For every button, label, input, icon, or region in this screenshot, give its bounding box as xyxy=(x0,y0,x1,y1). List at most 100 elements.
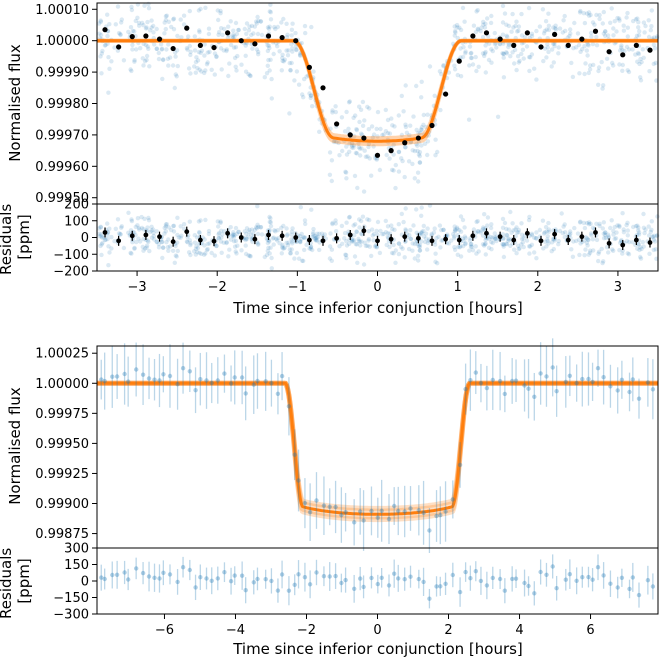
raw-flux-point xyxy=(519,11,524,17)
raw-flux-point xyxy=(641,55,646,60)
raw-flux-point xyxy=(255,31,261,37)
residual-point xyxy=(222,570,227,575)
raw-flux-point xyxy=(581,11,586,16)
raw-flux-point xyxy=(242,26,247,32)
flux-point xyxy=(263,379,268,384)
raw-residual-point xyxy=(314,235,319,240)
raw-residual-point xyxy=(142,216,147,221)
raw-residual-point xyxy=(470,248,476,253)
raw-residual-point xyxy=(636,232,642,237)
raw-residual-point xyxy=(167,244,173,249)
raw-flux-point xyxy=(412,148,418,154)
raw-flux-point xyxy=(346,126,351,131)
residual-point xyxy=(122,570,127,575)
raw-flux-point xyxy=(478,28,483,34)
raw-residual-point xyxy=(154,239,160,244)
raw-flux-point xyxy=(551,60,556,65)
raw-flux-point xyxy=(174,48,180,53)
raw-flux-point xyxy=(528,55,533,60)
raw-residual-point xyxy=(347,214,352,220)
raw-flux-point xyxy=(586,10,592,15)
raw-flux-point xyxy=(336,140,341,146)
residual-point xyxy=(251,580,256,585)
raw-flux-point xyxy=(139,20,145,26)
raw-residual-point xyxy=(359,232,365,237)
binned-residual-point xyxy=(347,232,353,238)
raw-flux-point xyxy=(537,24,543,29)
binned-residual-point xyxy=(633,237,639,243)
flux-point xyxy=(608,384,613,389)
raw-residual-point xyxy=(557,228,563,234)
raw-residual-point xyxy=(109,246,114,251)
raw-residual-point xyxy=(164,222,169,227)
raw-flux-point xyxy=(569,60,574,66)
residual-point xyxy=(497,576,503,582)
binned-residual-point xyxy=(620,242,626,248)
flux-point xyxy=(392,503,397,509)
raw-residual-point xyxy=(515,230,520,235)
flux-point xyxy=(438,513,443,518)
raw-flux-point xyxy=(546,23,552,28)
raw-flux-point xyxy=(231,45,237,50)
raw-flux-point xyxy=(112,45,117,50)
raw-flux-point xyxy=(100,48,105,54)
raw-flux-point xyxy=(218,8,223,14)
raw-residual-point xyxy=(171,223,177,228)
raw-flux-point xyxy=(234,31,240,37)
raw-residual-point xyxy=(203,251,208,256)
raw-flux-point xyxy=(601,83,606,88)
raw-residual-point xyxy=(501,244,506,249)
raw-residual-point xyxy=(620,248,625,253)
raw-residual-point xyxy=(545,237,550,242)
raw-residual-point xyxy=(546,229,552,234)
raw-residual-point xyxy=(463,236,468,241)
raw-flux-point xyxy=(159,47,164,52)
raw-flux-point xyxy=(287,111,292,116)
flux-point xyxy=(314,498,319,503)
raw-residual-point xyxy=(301,235,306,240)
raw-residual-point xyxy=(149,228,154,233)
raw-residual-point xyxy=(425,247,430,252)
raw-flux-point xyxy=(489,47,494,52)
raw-residual-point xyxy=(584,220,590,226)
binned-residual-point xyxy=(225,230,231,236)
binned-flux-point xyxy=(415,135,421,141)
raw-flux-point xyxy=(216,30,222,35)
raw-residual-point xyxy=(366,236,372,242)
flux-point xyxy=(550,365,555,370)
raw-residual-point xyxy=(458,214,464,219)
raw-residual-point xyxy=(452,247,458,252)
raw-residual-point xyxy=(633,223,639,229)
raw-residual-point xyxy=(432,226,437,231)
raw-residual-point xyxy=(617,223,622,228)
raw-flux-point xyxy=(519,51,524,57)
raw-residual-point xyxy=(385,231,391,236)
raw-residual-point xyxy=(147,248,152,254)
flux-point xyxy=(146,376,152,381)
raw-residual-point xyxy=(636,225,641,230)
raw-flux-point xyxy=(489,13,494,19)
raw-flux-point xyxy=(109,59,114,64)
raw-flux-point xyxy=(513,35,518,41)
raw-residual-point xyxy=(614,230,619,235)
y-tick-label: 1.00000 xyxy=(35,34,89,49)
raw-flux-point xyxy=(103,42,108,48)
residual-point xyxy=(438,584,443,589)
raw-flux-point xyxy=(161,57,166,63)
raw-residual-point xyxy=(307,246,312,251)
raw-flux-point xyxy=(403,145,408,150)
raw-flux-point xyxy=(648,28,653,33)
raw-residual-point xyxy=(636,228,641,233)
raw-residual-point xyxy=(435,261,440,266)
raw-residual-point xyxy=(521,236,526,241)
residual-point xyxy=(167,572,173,577)
raw-residual-point xyxy=(541,231,547,236)
raw-flux-point xyxy=(571,46,576,51)
raw-residual-point xyxy=(600,260,605,266)
raw-flux-point xyxy=(243,53,248,58)
raw-flux-point xyxy=(98,32,104,38)
raw-residual-point xyxy=(373,243,378,248)
raw-flux-point xyxy=(339,115,345,120)
raw-residual-point xyxy=(410,241,415,246)
flux-point xyxy=(379,508,384,513)
